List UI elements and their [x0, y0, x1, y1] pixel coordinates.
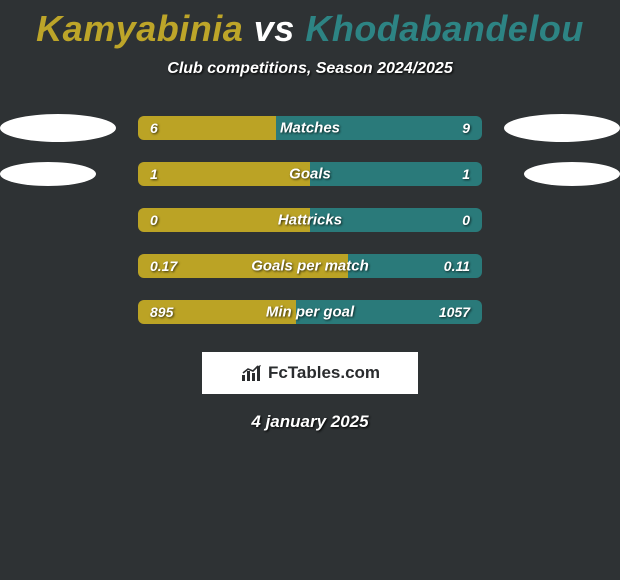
bar-fill-right [296, 300, 482, 324]
stat-bar: 8951057Min per goal [138, 300, 482, 324]
right-ellipse [524, 162, 620, 186]
stat-row: 00Hattricks [0, 208, 620, 232]
left-ellipse [0, 114, 116, 142]
subtitle: Club competitions, Season 2024/2025 [0, 60, 620, 78]
stat-row: 0.170.11Goals per match [0, 254, 620, 278]
bar-fill-right [310, 208, 482, 232]
bar-fill-left [138, 254, 348, 278]
brand-text: FcTables.com [268, 363, 380, 383]
stat-bar: 69Matches [138, 116, 482, 140]
stat-bar: 11Goals [138, 162, 482, 186]
bar-fill-left [138, 300, 296, 324]
right-ellipse [504, 114, 620, 142]
bar-fill-right [348, 254, 482, 278]
brand-chart-icon [240, 363, 264, 383]
stat-bar: 00Hattricks [138, 208, 482, 232]
stat-row: 8951057Min per goal [0, 300, 620, 324]
bar-fill-right [276, 116, 482, 140]
brand-badge: FcTables.com [202, 352, 418, 394]
bar-fill-left [138, 208, 310, 232]
stat-row: 11Goals [0, 162, 620, 186]
stats-container: 69Matches 11Goals 00Hattricks 0.170.11Goals… [0, 116, 620, 324]
bar-fill-left [138, 116, 276, 140]
left-ellipse [0, 162, 96, 186]
stat-row: 69Matches [0, 116, 620, 140]
bar-fill-left [138, 162, 310, 186]
page-title: Kamyabinia vs Khodabandelou [0, 0, 620, 50]
date-text: 4 january 2025 [0, 412, 620, 432]
stat-bar: 0.170.11Goals per match [138, 254, 482, 278]
bar-fill-right [310, 162, 482, 186]
